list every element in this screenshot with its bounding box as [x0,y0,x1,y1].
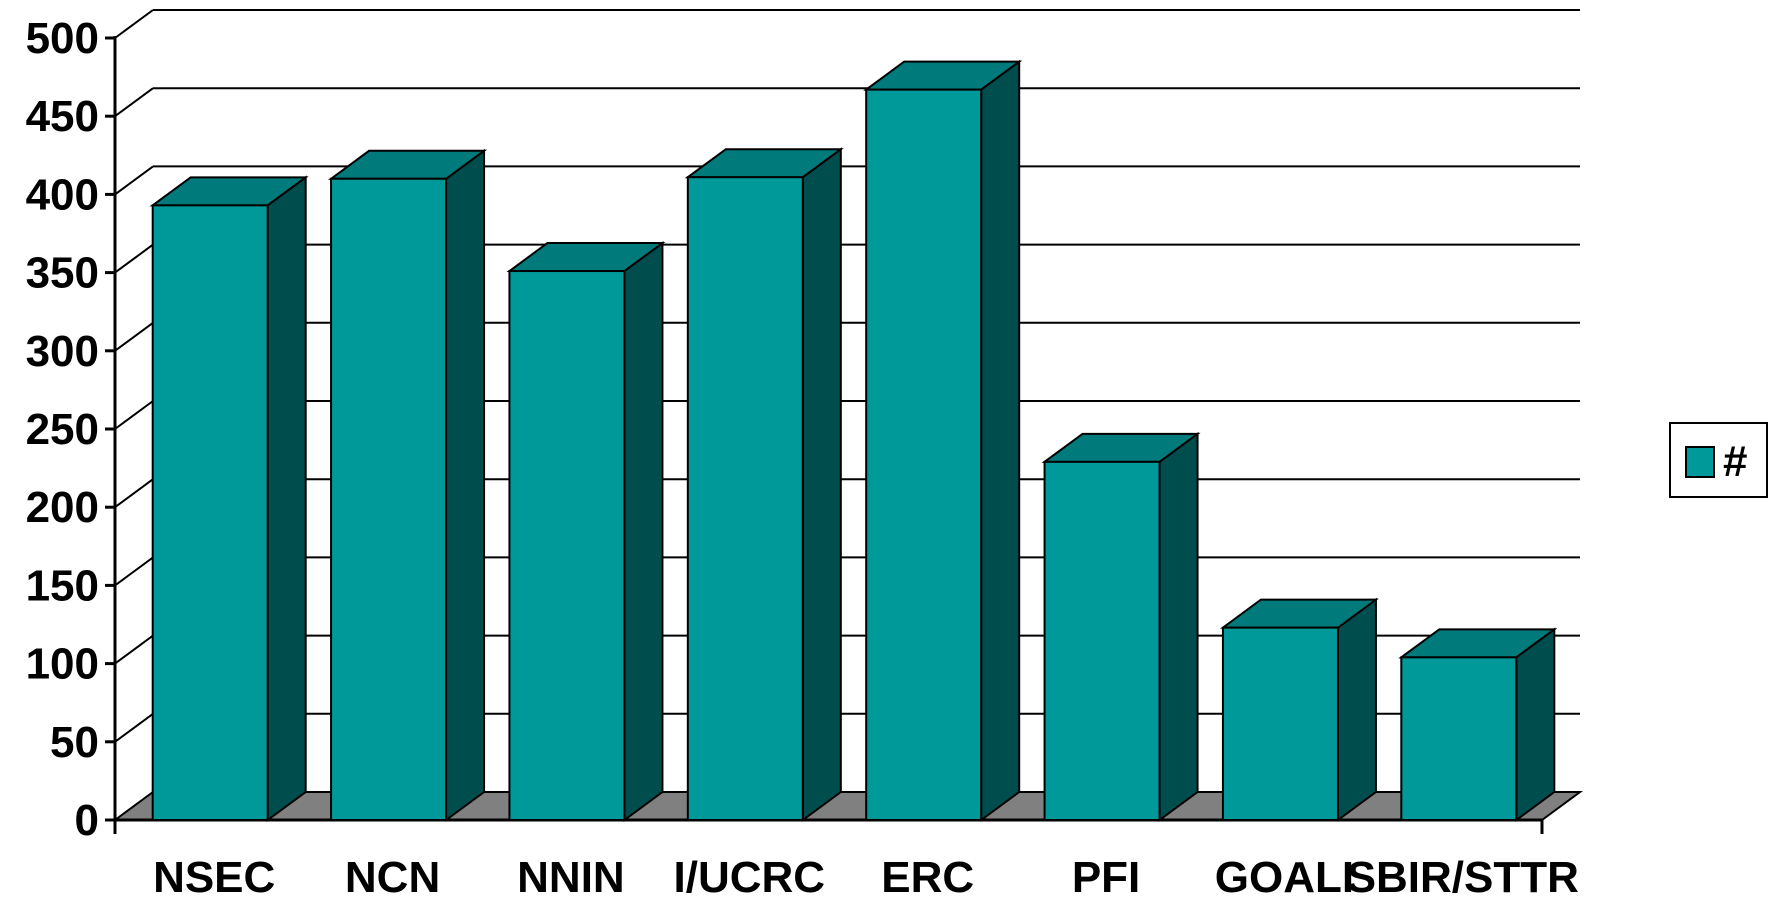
bar-nnin [506,241,666,822]
y-tick-label: 150 [26,561,99,610]
y-tick-label: 250 [26,405,99,454]
x-tick-label: SBIR/STTR [1347,853,1579,902]
bar-side [266,175,307,822]
legend-label: # [1723,437,1747,486]
x-tick-label: NNIN [517,853,625,902]
y-tick-label: 500 [26,14,99,63]
bar-ncn [328,148,488,822]
bar [330,177,448,821]
bar-side [623,241,664,822]
y-tick-label: 200 [26,483,99,532]
gridline-diagonal [114,87,154,118]
gridline-diagonal [114,243,154,274]
bar [151,204,269,821]
bar-side [445,148,486,822]
legend-box [1669,422,1768,498]
gridline-diagonal [114,478,154,509]
y-tick-label: 300 [26,327,99,376]
y-tick-label: 50 [50,718,99,767]
bar-i-ucrc [684,147,844,822]
x-tick-label: PFI [1072,853,1140,902]
y-axis-labels: 0 50 100 150 200 250 300 350 400 450 500 [26,14,99,845]
bar-erc [863,59,1023,822]
y-tick-label: 0 [75,796,99,845]
legend-swatch [1685,446,1715,478]
bar-side [980,59,1021,822]
y-tick-label: 400 [26,170,99,219]
bar-side [1158,431,1199,822]
gridline-diagonal [114,165,154,196]
bar-goali [1219,597,1379,822]
legend: # [1669,422,1768,498]
bar [1043,460,1161,821]
y-tick-label: 100 [26,640,99,689]
x-tick-label: I/UCRC [674,853,826,902]
gridline-diagonal [114,321,154,352]
x-tick-label: NCN [345,853,440,902]
bar [508,270,626,821]
y-tick-label: 450 [26,92,99,141]
gridline-diagonal [114,556,154,587]
bar [865,88,983,821]
x-tick-label: ERC [881,853,974,902]
bar-side [1515,627,1556,822]
gridline-diagonal [114,712,154,743]
gridline-diagonal [114,634,154,665]
bars [149,59,1558,822]
gridline-diagonal [114,400,154,430]
x-tick-label: GOALI [1215,853,1354,902]
bar-side [801,147,842,822]
bar-side [1336,597,1377,822]
bar-pfi [1041,431,1201,822]
bar [1400,656,1518,821]
bar-nsec [149,175,309,822]
gridline-diagonal [114,9,154,39]
x-tick-label: NSEC [153,853,275,902]
bar-sbir-sttr [1398,627,1558,822]
bar [686,176,804,822]
bar [1221,626,1339,821]
y-tick-label: 350 [26,249,99,298]
